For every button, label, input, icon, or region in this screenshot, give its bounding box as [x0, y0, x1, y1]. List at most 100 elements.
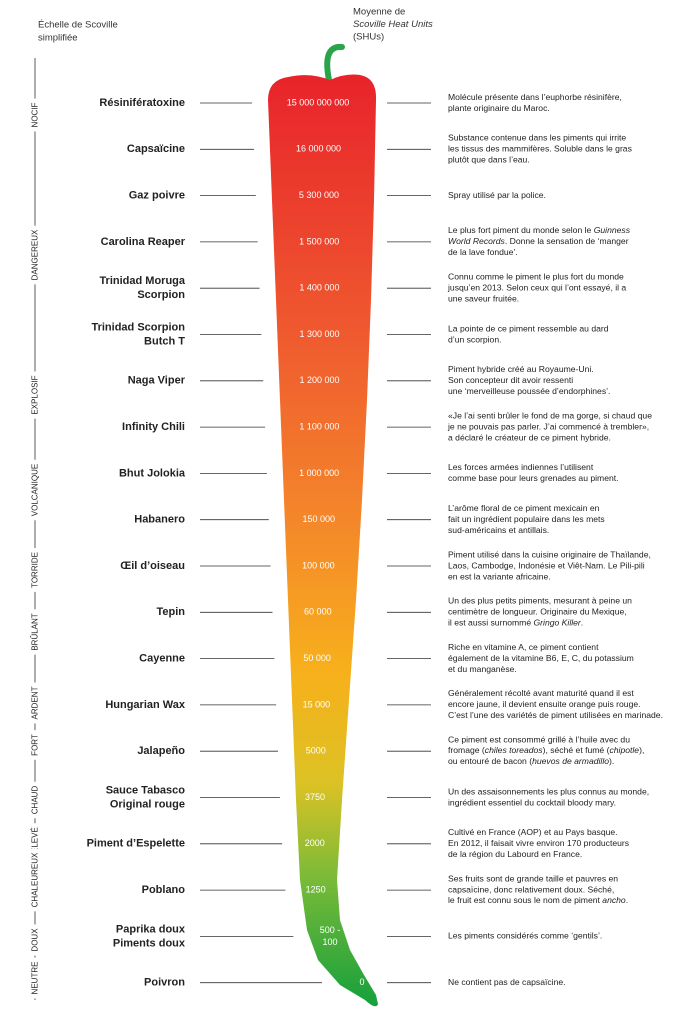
- pepper-name: Hungarian Wax: [105, 699, 186, 711]
- description-part: ), séché et fumé (: [543, 745, 610, 755]
- description-part: . Donne la sensation de ‘manger: [505, 236, 629, 246]
- description: également de la vitamine B6, E, C, du po…: [448, 653, 634, 663]
- description: Un des plus petits piments, mesurant à p…: [448, 596, 632, 606]
- description-part: .: [581, 618, 583, 628]
- scale-label: FORT: [31, 734, 40, 756]
- pepper-name: Trinidad Moruga: [99, 275, 185, 287]
- description: Généralement récolté avant maturité quan…: [448, 688, 634, 698]
- pepper-name: Carolina Reaper: [101, 236, 186, 248]
- shu-value: 1 100 000: [299, 421, 339, 431]
- description: a déclaré le créateur de ce piment hybri…: [448, 432, 611, 442]
- scale-label: DOUX: [31, 928, 40, 952]
- shu-value: 50 000: [303, 653, 331, 663]
- description: le fruit est connu sous le nom de piment…: [448, 895, 628, 905]
- pepper-name: Résinifératoxine: [99, 97, 185, 109]
- scale-label: CHALEUREUX: [31, 852, 40, 907]
- description: Cultivé en France (AOP) et au Pays basqu…: [448, 827, 618, 837]
- shu-value: 1 300 000: [299, 329, 339, 339]
- pepper-body: [268, 74, 378, 1007]
- pepper-name: Infinity Chili: [122, 421, 185, 433]
- description: Son concepteur dit avoir ressenti: [448, 375, 573, 385]
- header-text: Scoville Heat Units: [353, 19, 433, 30]
- description: Un des assaisonnements les plus connus a…: [448, 786, 649, 796]
- description: World Records. Donne la sensation de ‘ma…: [448, 236, 629, 246]
- description: Piment utilisé dans la cuisine originair…: [448, 549, 651, 559]
- description: Les forces armées indiennes l’utilisent: [448, 462, 594, 472]
- description: plutôt que dans l’eau.: [448, 155, 530, 165]
- scale-group: DANGEREUX: [30, 225, 40, 285]
- shu-value: 60 000: [304, 607, 332, 617]
- shu-value: 0: [359, 977, 364, 987]
- description: et du manganèse.: [448, 664, 517, 674]
- scale-label: RELEVÉ: [31, 827, 40, 859]
- description: plante originaire du Maroc.: [448, 103, 550, 113]
- description: comme base pour leurs grenades au piment…: [448, 473, 619, 483]
- scale-group: TORRIDE: [30, 548, 40, 592]
- pepper-name: Gaz poivre: [129, 190, 185, 202]
- shu-value: 15 000 000 000: [287, 97, 350, 107]
- shu-value: 1 200 000: [299, 375, 339, 385]
- description: La pointe de ce piment ressemble au dard: [448, 323, 609, 333]
- shu-value: 1 000 000: [299, 468, 339, 478]
- shu-value: 5 300 000: [299, 190, 339, 200]
- scale-label: BRÛLANT: [31, 613, 40, 650]
- description-part: ),: [639, 745, 644, 755]
- description: Le plus fort piment du monde selon le Gu…: [448, 225, 631, 235]
- scale-label: NOCIF: [31, 102, 40, 127]
- scale-gap: [30, 548, 40, 592]
- pepper-name: Habanero: [134, 514, 185, 526]
- shu-value: 1 400 000: [299, 283, 339, 293]
- description: de la région du Labourd en France.: [448, 849, 582, 859]
- description: «Je l’ai senti brûler le fond de ma gorg…: [448, 410, 652, 420]
- scale-gap: [30, 957, 40, 999]
- description: centimètre de longueur. Originaire du Me…: [448, 607, 627, 617]
- description: Spray utilisé par la police.: [448, 190, 546, 200]
- scale-label: ARDENT: [31, 686, 40, 719]
- scale-group: DOUX: [30, 924, 40, 956]
- description-italic: World Records: [448, 236, 506, 246]
- pepper-name: Sauce Tabasco: [106, 784, 186, 796]
- pepper-name: Trinidad Scorpion: [91, 321, 185, 333]
- pepper-name: Paprika doux: [116, 923, 186, 935]
- scale-gap: [30, 730, 40, 760]
- scale-label: VOLCANIQUE: [31, 464, 40, 516]
- description: encore jaune, il devient ensuite orange …: [448, 699, 641, 709]
- pepper-name: Cayenne: [139, 653, 185, 665]
- scale-label: DANGEREUX: [31, 229, 40, 280]
- description: Molécule présente dans l’euphorbe résini…: [448, 92, 622, 102]
- description-italic: huevos de armadillo: [532, 756, 609, 766]
- description: Connu comme le piment le plus fort du mo…: [448, 271, 624, 281]
- description-italic: chipotle: [609, 745, 639, 755]
- description: Les piments considérés comme ‘gentils’.: [448, 931, 602, 941]
- pepper-name: Bhut Jolokia: [119, 467, 186, 479]
- shu-value: 3750: [305, 792, 325, 802]
- scale-group: BRÛLANT: [30, 609, 40, 655]
- description: je ne pouvais pas parler. J’ai commencé …: [447, 421, 649, 431]
- description: Laos, Cambodge, Indonésie et Viêt-Nam. L…: [448, 560, 645, 570]
- scale-group: NOCIF: [30, 98, 40, 132]
- description: Ce piment est consommé grillé à l’huile …: [448, 734, 630, 744]
- description-part: ).: [609, 756, 614, 766]
- description: L’arôme floral de ce piment mexicain en: [448, 503, 600, 513]
- description: Substance contenue dans les piments qui …: [448, 133, 626, 143]
- pepper-name: Scorpion: [137, 289, 185, 301]
- scale-group: ARDENT: [30, 682, 40, 724]
- shu-value: 16 000 000: [296, 144, 341, 154]
- description: fromage (chiles toreados), séché et fumé…: [448, 745, 644, 755]
- description: C’est l’une des variétés de piment utili…: [448, 710, 663, 720]
- description: une saveur fruitée.: [448, 293, 519, 303]
- description-part: le fruit est connu sous le nom de piment: [448, 895, 602, 905]
- scale-group: NEUTRE: [30, 957, 40, 999]
- description: Ne contient pas de capsaïcine.: [448, 977, 566, 987]
- scale-gap: [30, 459, 40, 521]
- description: il est aussi surnommé Gringo Killer.: [448, 618, 583, 628]
- description: En 2012, il faisait vivre environ 170 pr…: [448, 838, 629, 848]
- pepper-name: Piments doux: [113, 937, 186, 949]
- scale-label: CHAUD: [31, 786, 40, 815]
- shu-value: 15 000: [303, 699, 331, 709]
- pepper-name: Capsaïcine: [127, 143, 185, 155]
- header-text: simplifiée: [38, 33, 78, 44]
- description: Piment hybride créé au Royaume-Uni.: [448, 364, 594, 374]
- scale-gap: [30, 924, 40, 956]
